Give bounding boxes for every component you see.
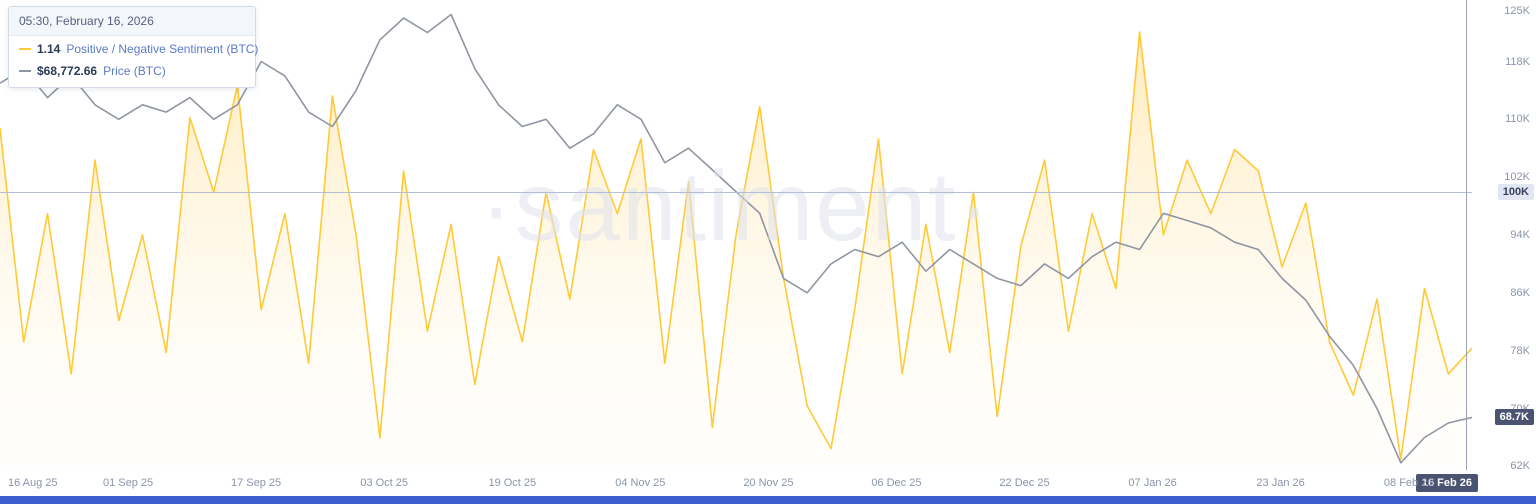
tooltip-timestamp: 05:30, February 16, 2026 <box>9 7 255 36</box>
x-axis-tick: 08 Feb 26 <box>1383 477 1434 489</box>
x-axis-tick: 01 Sep 25 <box>103 477 154 489</box>
x-axis-tick: 07 Jan 26 <box>1128 477 1177 489</box>
x-axis-tick: 17 Sep 25 <box>231 477 282 489</box>
price-y-axis: 125K118K110K102K94K86K78K70K62K100K68.7K <box>1474 0 1536 473</box>
y-axis-tick: 102K <box>1504 171 1530 184</box>
timeline-scrollbar[interactable] <box>0 496 1536 504</box>
price-series-dash-icon <box>19 70 31 72</box>
x-axis-tick: 04 Nov 25 <box>615 477 666 489</box>
sentiment-label: Positive / Negative Sentiment (BTC) <box>66 42 259 56</box>
y-axis-tick: 110K <box>1505 113 1530 126</box>
date-x-axis: 16 Feb 26 16 Aug 25 01 Sep 25 17 Sep 25 03 … <box>0 474 1536 494</box>
y-axis-tick: 86K <box>1510 286 1530 299</box>
price-label: Price (BTC) <box>103 64 166 78</box>
x-axis-tick: 20 Nov 25 <box>743 477 794 489</box>
y-axis-tick: 94K <box>1510 229 1530 241</box>
price-value: $68,772.66 <box>37 64 98 78</box>
x-axis-tick: 19 Oct 25 <box>488 477 537 489</box>
crosshair-vertical-line <box>1466 0 1467 470</box>
y-axis-tick: 78K <box>1510 344 1530 357</box>
current-price-badge: 68.7K <box>1494 409 1534 426</box>
sentiment-area-fill <box>0 32 1472 470</box>
x-axis-tick: 03 Oct 25 <box>360 477 409 489</box>
y-axis-highlight-badge: 100K <box>1497 183 1534 200</box>
current-date-badge: 16 Feb 26 <box>1415 474 1478 492</box>
y-axis-tick: 62K <box>1510 460 1530 473</box>
x-axis-tick: 06 Dec 25 <box>871 477 922 489</box>
tooltip-row-price: $68,772.66 Price (BTC) <box>9 58 255 87</box>
x-axis-tick: 23 Jan 26 <box>1256 477 1305 489</box>
y-axis-tick: 125K <box>1504 4 1530 17</box>
reference-line-100k <box>0 191 1472 193</box>
y-axis-tick: 118K <box>1505 55 1530 68</box>
x-axis-tick: 16 Aug 25 <box>8 477 58 489</box>
tooltip-row-sentiment: 1.14 Positive / Negative Sentiment (BTC) <box>9 36 259 58</box>
x-axis-tick: 22 Dec 25 <box>999 477 1050 489</box>
sentiment-series-dash-icon <box>19 48 31 50</box>
sentiment-line-series <box>0 31 1472 461</box>
sentiment-value: 1.14 <box>37 42 61 56</box>
chart-tooltip: 05:30, February 16, 2026 1.14 Positive /… <box>8 6 259 88</box>
